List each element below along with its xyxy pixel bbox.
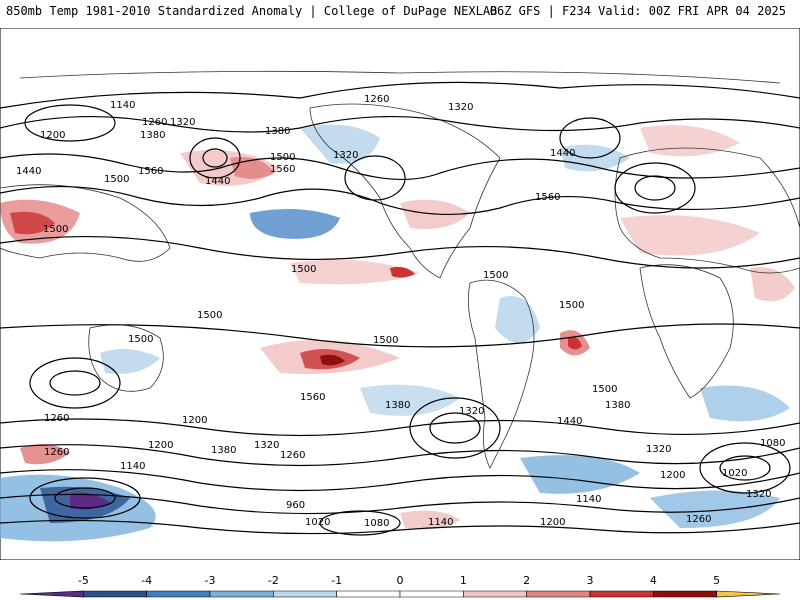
contour-label: 1320 [459,406,484,417]
contour-label: 1380 [385,400,410,411]
contour-label: 1140 [110,100,135,111]
anomaly-shading [0,124,795,542]
coastlines [0,70,800,469]
contour-label: 1380 [265,126,290,137]
contour-label: 1320 [254,440,279,451]
contour-label: 1020 [305,517,330,528]
contour-label: 1500 [559,300,584,311]
colorbar-tick-label: 2 [523,574,530,587]
contour-labels: 1140 1260 1320 1200 1380 1500 1560 1440 … [16,94,785,529]
contour-label: 1380 [211,445,236,456]
contour-label: 1200 [660,470,685,481]
colorbar-tick-label: -4 [141,574,152,587]
height-contours [0,81,800,536]
colorbar-segment [209,590,274,598]
colorbar-segment [146,590,211,598]
contour-label: 1200 [182,415,207,426]
contour-label: 1380 [140,130,165,141]
contour-label: 1320 [333,150,358,161]
contour-label: 1500 [43,224,68,235]
contour-label: 1020 [722,468,747,479]
contour-label: 1260 [280,450,305,461]
contour-label: 1560 [300,392,325,403]
contour-label: 1140 [428,517,453,528]
contour-label: 1440 [16,166,41,177]
colorbar-segment [273,590,337,598]
colorbar-tick-labels: -5 -4 -3 -2 -1 0 1 2 3 4 5 [78,574,720,587]
colorbar-segment [463,590,527,598]
anomaly-colorbar: -5 -4 -3 -2 -1 0 1 2 3 4 5 [19,574,781,598]
contour-label: 1500 [128,334,153,345]
contour-label: 1320 [448,102,473,113]
colorbar-tick-label: 4 [650,574,657,587]
contour-label: 1320 [746,489,771,500]
contour-label: 1320 [170,117,195,128]
colorbar-segments [19,590,781,598]
model-valid-time: 06Z GFS | F234 Valid: 00Z FRI APR 04 202… [489,4,786,18]
colorbar-tick-label: -5 [78,574,89,587]
contour-label: 1260 [142,117,167,128]
colorbar-segment [526,590,591,598]
contour-label: 1500 [270,152,295,163]
contour-label: 1200 [40,130,65,141]
contour-label: 1260 [44,447,69,458]
contour-label: 1200 [540,517,565,528]
colorbar-tick-label: -2 [268,574,279,587]
contour-label: 1500 [197,310,222,321]
colorbar-segment [716,590,781,598]
contour-label: 1080 [364,518,389,529]
colorbar-tick-label: 0 [397,574,404,587]
map-title: 850mb Temp 1981-2010 Standardized Anomal… [6,4,498,18]
colorbar-tick-label: 3 [587,574,594,587]
contour-label: 1500 [592,384,617,395]
colorbar-segment [653,590,717,598]
contour-label: 1500 [104,174,129,185]
contour-label: 1140 [120,461,145,472]
contour-label: 1440 [550,148,575,159]
colorbar-tick-label: -1 [331,574,342,587]
contour-label: 1260 [686,514,711,525]
contour-label: 1560 [270,164,295,175]
contour-label: 1500 [483,270,508,281]
contour-label: 1320 [646,444,671,455]
colorbar-tick-label: 1 [460,574,467,587]
contour-label: 1440 [205,176,230,187]
colorbar-segment [399,590,464,598]
contour-label: 1200 [148,440,173,451]
contour-label: 1140 [576,494,601,505]
colorbar-segment [83,590,147,598]
colorbar-tick-label: 5 [713,574,720,587]
contour-label: 1500 [373,335,398,346]
contour-label: 1440 [557,416,582,427]
contour-label: 1260 [44,413,69,424]
colorbar-tick-label: -3 [205,574,216,587]
contour-label: 1560 [535,192,560,203]
colorbar-segment [589,590,654,598]
contour-label: 1560 [138,166,163,177]
contour-label: 1260 [364,94,389,105]
contour-label: 1080 [760,438,785,449]
contour-label: 1500 [291,264,316,275]
anomaly-map: 1140 1260 1320 1200 1380 1500 1560 1440 … [0,28,800,560]
contour-label: 960 [286,500,305,511]
colorbar-segment [19,590,84,598]
colorbar-segment [336,590,401,598]
contour-label: 1380 [605,400,630,411]
